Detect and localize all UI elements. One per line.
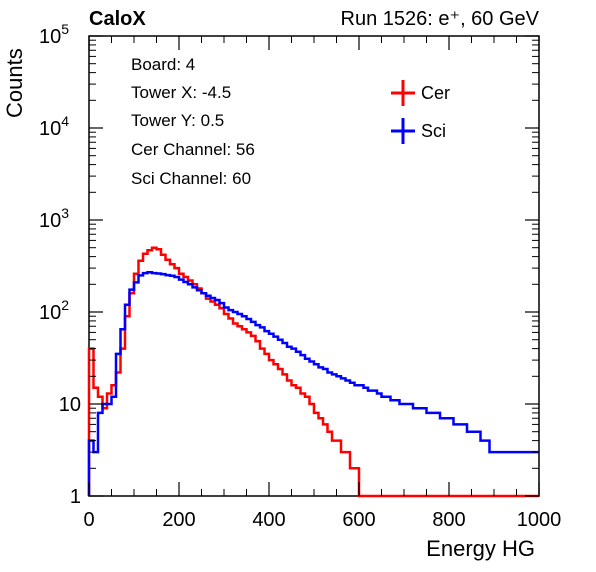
header-left: CaloX: [89, 8, 146, 30]
info-line-tower-x: Tower X: -4.5: [131, 83, 231, 102]
info-line-cer-channel: Cer Channel: 56: [131, 140, 255, 159]
plot-frame: [88, 35, 540, 497]
info-box: Board: 4 Tower X: -4.5 Tower Y: 0.5 Cer …: [131, 55, 255, 188]
x-tick-label: 600: [342, 509, 375, 531]
y-tick-label: 10: [59, 394, 81, 416]
y-tick-label: 104: [39, 113, 69, 140]
x-axis-title: Energy HG: [426, 536, 535, 561]
x-tick-label: 800: [432, 509, 465, 531]
info-line-sci-channel: Sci Channel: 60: [131, 169, 251, 188]
header-right: Run 1526: e⁺, 60 GeV: [341, 8, 540, 30]
x-tick-label: 400: [252, 509, 285, 531]
legend-label-cer: Cer: [421, 83, 450, 103]
series-line-cer: [87, 246, 539, 498]
info-line-tower-y: Tower Y: 0.5: [131, 111, 224, 130]
y-tick-label: 103: [39, 205, 69, 232]
y-tick-label: 102: [39, 297, 69, 324]
series-line-sci: [87, 271, 539, 496]
x-tick-label: 200: [162, 509, 195, 531]
legend-marker-cer: [391, 80, 415, 106]
legend-marker-sci: [391, 118, 415, 144]
y-axis-title: Counts: [2, 48, 27, 118]
y-tick-label: 105: [39, 21, 69, 48]
info-line-board: Board: 4: [131, 55, 195, 74]
x-tick-label: 1000: [517, 509, 562, 531]
series-layer: [87, 246, 539, 498]
legend-label-sci: Sci: [421, 121, 446, 141]
legend: Cer Sci: [391, 80, 450, 144]
axis-layer: 0 200 400 600 800 1000 1 10 102 103 104 105: [39, 21, 561, 531]
y-tick-label: 1: [70, 486, 81, 508]
x-tick-label: 0: [83, 509, 94, 531]
